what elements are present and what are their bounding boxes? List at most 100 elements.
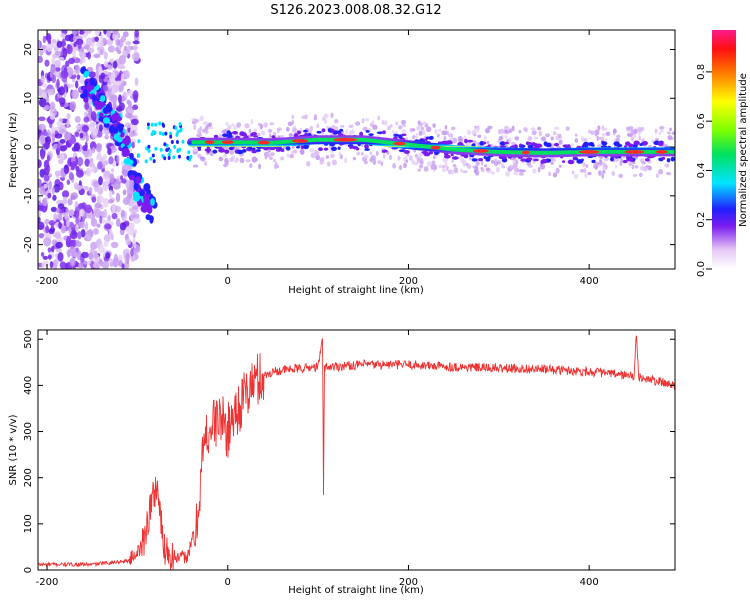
heatmap-peak bbox=[204, 140, 215, 144]
heatmap-cell bbox=[222, 163, 228, 168]
heatmap-cell bbox=[81, 251, 89, 259]
heatmap-cell bbox=[49, 71, 53, 79]
heatmap-cell bbox=[321, 128, 326, 133]
heatmap-cell bbox=[102, 154, 107, 161]
heatmap-cell bbox=[401, 120, 407, 125]
heatmap-cell bbox=[66, 119, 70, 128]
heatmap-cell bbox=[394, 131, 398, 135]
heatmap-cell bbox=[59, 261, 67, 269]
heatmap-cell bbox=[372, 124, 378, 130]
heatmap-cell bbox=[45, 32, 52, 43]
heatmap-cell bbox=[494, 158, 497, 162]
heatmap-cell bbox=[337, 146, 341, 150]
heatmap-cell bbox=[326, 161, 331, 167]
x-tick-label: 0 bbox=[225, 276, 231, 287]
heatmap-cell bbox=[63, 83, 68, 90]
heatmap-cell bbox=[199, 115, 204, 122]
heatmap-cell bbox=[71, 30, 78, 36]
heatmap-cell bbox=[178, 122, 182, 127]
heatmap-cell bbox=[60, 70, 69, 79]
heatmap-cell bbox=[113, 30, 119, 35]
heatmap-cell bbox=[51, 42, 57, 49]
heatmap-cell bbox=[638, 135, 642, 141]
heatmap-cell bbox=[221, 130, 227, 134]
heatmap-cell bbox=[666, 158, 671, 163]
heatmap-cell bbox=[582, 162, 586, 167]
heatmap-cell bbox=[186, 155, 190, 160]
heatmap-cell bbox=[158, 131, 162, 136]
heatmap-cell bbox=[103, 208, 108, 219]
heatmap-ylabel: Frequency (Hz) bbox=[8, 112, 19, 188]
heatmap-cell bbox=[424, 138, 428, 141]
heatmap-cell bbox=[92, 146, 96, 154]
heatmap-cell bbox=[103, 160, 109, 165]
heatmap-cell bbox=[654, 128, 658, 134]
heatmap-cell bbox=[61, 190, 70, 198]
heatmap-cell bbox=[38, 205, 44, 212]
heatmap-cell bbox=[94, 202, 102, 209]
snr-xlabel: Height of straight line (km) bbox=[288, 585, 424, 596]
heatmap-cell bbox=[69, 101, 77, 111]
heatmap-cell bbox=[414, 161, 418, 166]
heatmap-cell bbox=[41, 204, 48, 213]
heatmap-cell bbox=[236, 122, 242, 128]
heatmap-cell bbox=[43, 237, 52, 247]
heatmap-cell bbox=[551, 158, 557, 162]
heatmap-cell bbox=[74, 115, 81, 123]
heatmap-cell bbox=[558, 164, 562, 168]
heatmap-cell bbox=[128, 207, 134, 213]
heatmap-cell bbox=[74, 64, 81, 75]
heatmap-cell bbox=[100, 72, 106, 80]
heatmap-cell bbox=[38, 178, 42, 188]
heatmap-cell bbox=[272, 131, 277, 137]
heatmap-cell bbox=[431, 163, 436, 170]
heatmap-cell bbox=[419, 160, 424, 165]
heatmap-cell bbox=[261, 130, 266, 136]
heatmap-cell bbox=[41, 92, 48, 99]
heatmap-cell bbox=[88, 186, 93, 194]
heatmap-cell bbox=[108, 156, 114, 165]
heatmap-cell bbox=[640, 126, 645, 132]
heatmap-cell bbox=[145, 214, 152, 221]
heatmap-cell bbox=[109, 189, 113, 199]
heatmap-cell bbox=[425, 126, 432, 133]
heatmap-cell bbox=[475, 160, 480, 166]
heatmap-cell bbox=[62, 145, 68, 150]
heatmap-cell bbox=[228, 157, 235, 163]
heatmap-cell bbox=[88, 71, 97, 78]
heatmap-cell bbox=[118, 260, 123, 267]
heatmap-cell bbox=[63, 164, 70, 175]
heatmap-cell bbox=[126, 89, 134, 97]
heatmap-cell bbox=[570, 143, 574, 147]
heatmap-cell bbox=[369, 151, 373, 156]
heatmap-cell bbox=[545, 133, 551, 138]
heatmap-cell bbox=[647, 165, 653, 171]
heatmap-cell bbox=[137, 139, 141, 144]
heatmap-cell bbox=[167, 152, 171, 157]
heatmap-cell bbox=[241, 133, 248, 137]
heatmap-cell bbox=[73, 182, 79, 190]
heatmap-cell bbox=[360, 143, 364, 147]
heatmap-cell bbox=[293, 133, 299, 138]
heatmap-cell bbox=[59, 138, 66, 144]
heatmap-cell bbox=[154, 146, 158, 151]
heatmap-cell bbox=[84, 158, 90, 167]
heatmap-cell bbox=[132, 104, 139, 110]
heatmap-cell bbox=[555, 167, 560, 174]
heatmap-cell bbox=[538, 130, 543, 137]
heatmap-cell bbox=[466, 164, 472, 169]
heatmap-cell bbox=[52, 194, 57, 201]
heatmap-cell bbox=[187, 150, 191, 155]
heatmap-cell bbox=[58, 124, 67, 134]
heatmap-cell bbox=[93, 53, 101, 59]
heatmap-cell bbox=[47, 247, 52, 253]
heatmap-cell bbox=[480, 159, 484, 166]
heatmap-cell bbox=[133, 193, 141, 202]
heatmap-cell bbox=[103, 51, 108, 60]
heatmap-cell bbox=[122, 31, 129, 38]
heatmap-cell bbox=[147, 148, 151, 153]
heatmap-cell bbox=[303, 129, 308, 133]
heatmap-cell bbox=[122, 197, 131, 206]
heatmap-cell bbox=[483, 135, 487, 141]
